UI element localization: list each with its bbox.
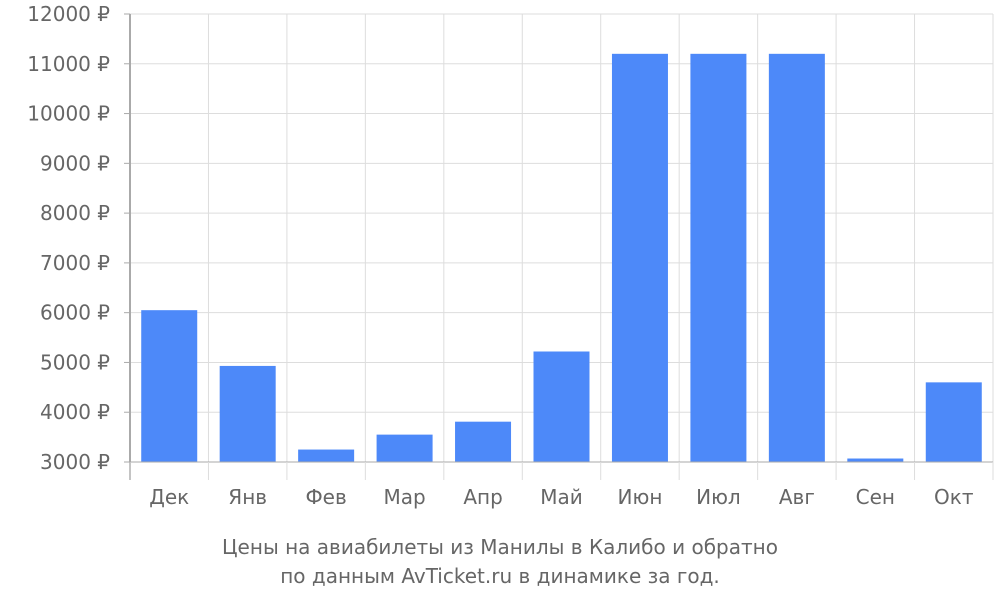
x-tick-label: Июн bbox=[618, 485, 663, 509]
y-tick-label: 3000 ₽ bbox=[40, 450, 110, 474]
x-tick-label: Янв bbox=[228, 485, 267, 509]
x-tick-label: Сен bbox=[856, 485, 895, 509]
y-tick-label: 8000 ₽ bbox=[40, 201, 110, 225]
y-tick-label: 11000 ₽ bbox=[27, 52, 110, 76]
x-axis-labels: Дек Янв Фев Мар Апр Май Июн Июл Авг Сен Окт bbox=[149, 485, 974, 509]
x-tick-label: Май bbox=[540, 485, 583, 509]
x-tick-label: Июл bbox=[696, 485, 741, 509]
y-tick-label: 12000 ₽ bbox=[27, 2, 110, 26]
x-tick-label: Дек bbox=[149, 485, 189, 509]
y-axis-labels: 3000 ₽ 4000 ₽ 5000 ₽ 6000 ₽ 7000 ₽ 8000 ₽ 9000… bbox=[27, 2, 110, 474]
grid bbox=[130, 13, 994, 463]
bar bbox=[925, 382, 982, 462]
bar bbox=[141, 310, 198, 462]
y-tick-label: 4000 ₽ bbox=[40, 400, 110, 424]
x-tick-label: Окт bbox=[934, 485, 974, 509]
y-tick-label: 9000 ₽ bbox=[40, 151, 110, 175]
bar bbox=[376, 434, 433, 462]
x-tick-label: Авг bbox=[779, 485, 815, 509]
axes bbox=[124, 13, 994, 480]
y-tick-label: 5000 ₽ bbox=[40, 350, 110, 374]
y-tick-label: 6000 ₽ bbox=[40, 301, 110, 325]
x-tick-label: Апр bbox=[463, 485, 502, 509]
bar bbox=[847, 458, 904, 462]
chart-caption-line-2: по данным AvTicket.ru в динамике за год. bbox=[280, 564, 720, 588]
bar bbox=[298, 449, 355, 462]
bar bbox=[611, 53, 668, 462]
x-tick-label: Мар bbox=[383, 485, 425, 509]
bar bbox=[690, 53, 747, 462]
bar bbox=[219, 365, 276, 462]
bar bbox=[533, 351, 590, 462]
x-tick-label: Фев bbox=[305, 485, 346, 509]
bars bbox=[141, 53, 982, 462]
y-tick-label: 10000 ₽ bbox=[27, 102, 110, 126]
chart-caption-line-1: Цены на авиабилеты из Манилы в Калибо и … bbox=[222, 535, 778, 559]
y-tick-label: 7000 ₽ bbox=[40, 251, 110, 275]
bar bbox=[455, 421, 512, 462]
bar bbox=[768, 53, 825, 462]
